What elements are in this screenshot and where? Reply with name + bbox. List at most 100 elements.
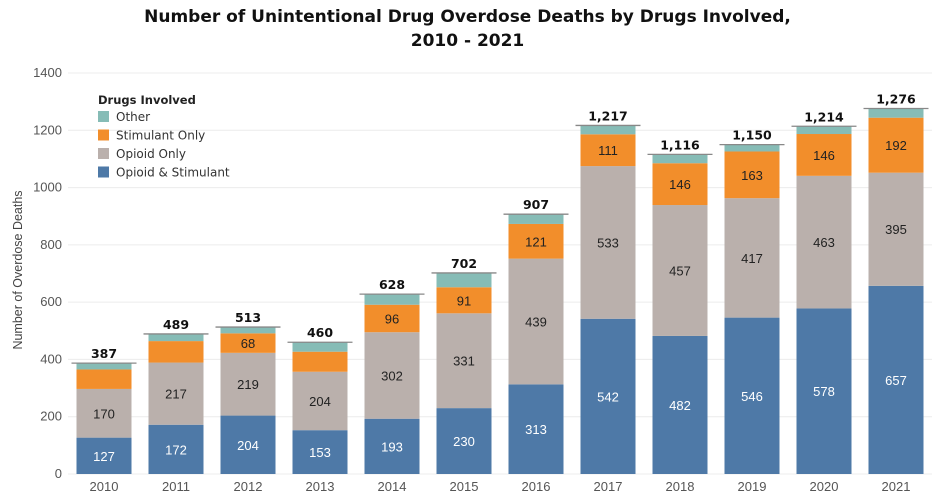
legend-item: Opioid & Stimulant xyxy=(116,166,230,180)
data-label: 121 xyxy=(525,234,547,249)
bar-segment xyxy=(508,258,564,385)
bar-segment xyxy=(796,308,852,474)
data-label: 127 xyxy=(93,449,115,464)
y-tick-label: 0 xyxy=(55,466,62,481)
bar-segment xyxy=(364,332,420,419)
total-label: 489 xyxy=(163,317,189,332)
data-label: 146 xyxy=(669,177,691,192)
total-label: 1,150 xyxy=(732,128,772,143)
data-label: 542 xyxy=(597,389,619,404)
y-tick-label: 1400 xyxy=(33,65,62,80)
data-label: 395 xyxy=(885,222,907,237)
bar-segment xyxy=(724,144,780,152)
total-label: 460 xyxy=(307,325,333,340)
bar-segment xyxy=(724,317,780,474)
legend-title: Drugs Involved xyxy=(98,93,196,107)
data-label: 204 xyxy=(237,438,259,453)
x-tick-label: 2019 xyxy=(738,479,767,494)
bar-segment xyxy=(220,415,276,474)
bar-segment xyxy=(76,369,132,389)
bar-segment xyxy=(868,172,924,286)
x-tick-label: 2011 xyxy=(162,479,190,494)
data-label: 204 xyxy=(309,394,331,409)
bar-segment xyxy=(148,362,204,425)
bar-segment xyxy=(796,126,852,135)
total-label: 1,217 xyxy=(588,108,628,123)
legend-swatch xyxy=(98,148,109,159)
legend: Drugs Involved Other Stimulant Only Opioid … xyxy=(98,93,230,180)
data-label: 170 xyxy=(93,406,115,421)
total-label: 1,214 xyxy=(804,109,844,124)
bar-segment xyxy=(220,327,276,334)
data-label: 146 xyxy=(813,148,835,163)
bar-segment xyxy=(436,408,492,474)
y-tick-label: 1000 xyxy=(33,180,62,195)
data-label: 230 xyxy=(453,434,475,449)
bar-segment xyxy=(436,272,492,288)
x-tick-label: 2018 xyxy=(666,479,695,494)
data-label: 96 xyxy=(385,311,399,326)
legend-swatch xyxy=(98,129,109,141)
bar-segment xyxy=(724,151,780,199)
bar-segment xyxy=(652,163,708,206)
data-label: 219 xyxy=(237,377,259,392)
bar-segment xyxy=(868,285,924,474)
chart-title: Number of Unintentional Drug Overdose De… xyxy=(144,7,791,27)
bar-segment xyxy=(508,214,564,224)
legend-item: Stimulant Only xyxy=(116,129,205,143)
bar-segment xyxy=(292,430,348,474)
data-label: 193 xyxy=(381,439,403,454)
y-tick-label: 800 xyxy=(40,237,62,252)
y-axis-label: Number of Overdose Deaths xyxy=(11,190,25,349)
total-label: 1,116 xyxy=(660,137,700,152)
bar-segment xyxy=(76,363,132,370)
legend-swatch xyxy=(98,166,109,178)
data-label: 439 xyxy=(525,314,547,329)
bar-segment xyxy=(436,313,492,409)
y-tick-label: 600 xyxy=(40,294,62,309)
x-tick-label: 2010 xyxy=(90,479,119,494)
bar-segment xyxy=(364,304,420,333)
x-tick-label: 2017 xyxy=(594,479,623,494)
data-label: 68 xyxy=(241,336,255,351)
data-label: 313 xyxy=(525,422,547,437)
data-label: 302 xyxy=(381,368,403,383)
data-label: 217 xyxy=(165,387,187,402)
bar-segment xyxy=(220,333,276,353)
bar-segment xyxy=(652,205,708,336)
x-tick-label: 2013 xyxy=(306,479,335,494)
bar-segment xyxy=(652,154,708,164)
data-label: 533 xyxy=(597,235,619,250)
x-tick-label: 2021 xyxy=(882,479,911,494)
bar-segment xyxy=(580,318,636,474)
x-tick-label: 2014 xyxy=(378,479,407,494)
bar-segment xyxy=(76,388,132,438)
data-label: 153 xyxy=(309,445,331,460)
data-label: 172 xyxy=(165,442,187,457)
bar-segment xyxy=(148,333,204,342)
data-label: 192 xyxy=(885,138,907,153)
bar-segment xyxy=(220,352,276,416)
legend-item: Other xyxy=(116,110,150,124)
bar-segment xyxy=(796,175,852,309)
data-label: 463 xyxy=(813,235,835,250)
bar-segment xyxy=(148,424,204,474)
bar-segment xyxy=(796,134,852,176)
bar-segment xyxy=(364,294,420,305)
data-label: 417 xyxy=(741,251,763,266)
chart-subtitle: 2010 - 2021 xyxy=(410,31,525,51)
x-tick-label: 2020 xyxy=(810,479,839,494)
bar-segment xyxy=(580,125,636,135)
total-label: 907 xyxy=(523,197,549,212)
bar-segment xyxy=(868,108,924,118)
bar-segment xyxy=(148,341,204,363)
y-tick-label: 200 xyxy=(40,409,62,424)
legend-item: Opioid Only xyxy=(116,147,186,161)
bar-segment xyxy=(580,166,636,319)
bar-segment xyxy=(292,342,348,352)
x-tick-label: 2012 xyxy=(234,479,263,494)
data-label: 91 xyxy=(457,293,471,308)
total-label: 1,276 xyxy=(876,92,916,107)
bar-segment xyxy=(76,437,132,474)
